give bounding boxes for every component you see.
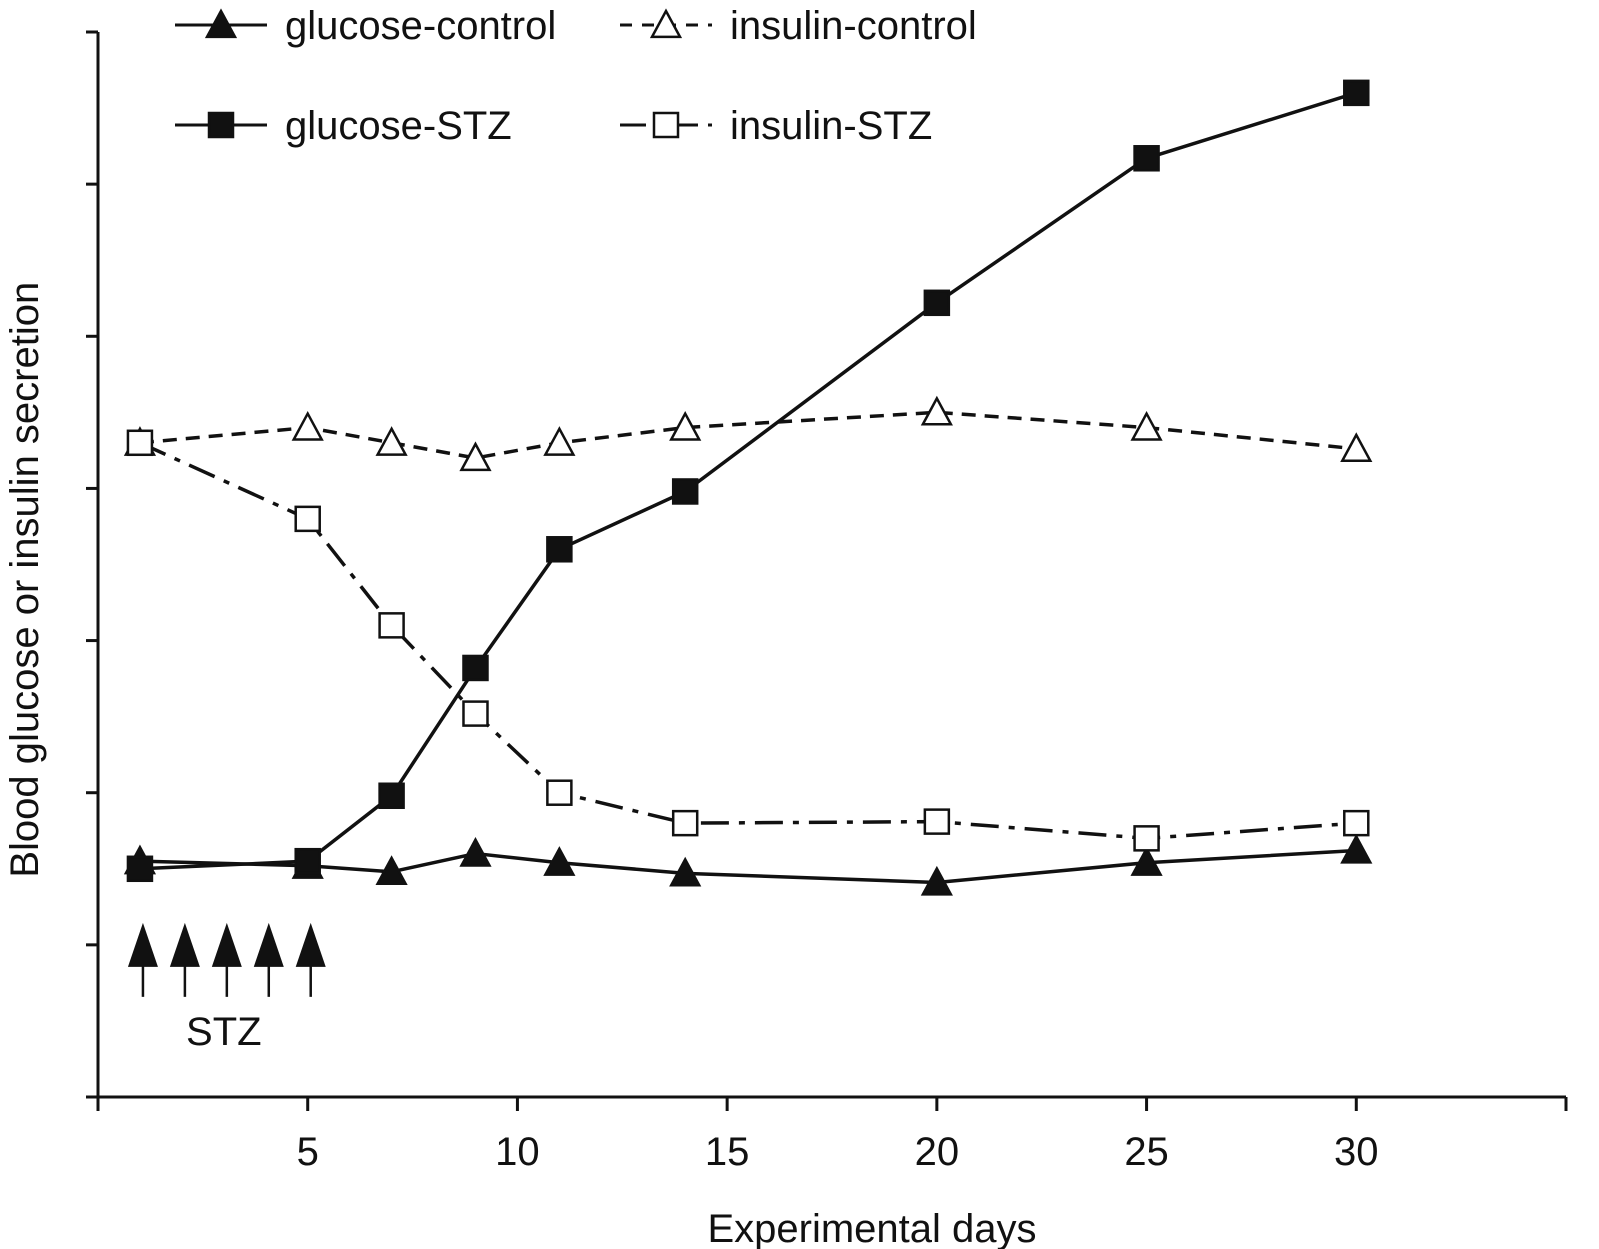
data-point-insulin-stz (294, 505, 321, 533)
data-point-glucose-control (459, 836, 492, 867)
data-point-insulin-control (459, 441, 492, 472)
data-point-glucose-stz (378, 782, 405, 810)
data-point-glucose-control (375, 855, 408, 885)
data-point-glucose-control (920, 865, 953, 896)
data-point-glucose-stz (671, 478, 699, 505)
data-point-insulin-control (1340, 432, 1373, 463)
stz-arrow-head (295, 922, 326, 967)
x-tick-label: 25 (1124, 1130, 1169, 1174)
data-point-glucose-control (669, 856, 702, 887)
data-point-glucose-control (1130, 846, 1163, 876)
legend: glucose-control insulin-control glucose-ST… (175, 4, 977, 148)
data-point-insulin-control (543, 426, 576, 456)
data-point-glucose-stz (126, 855, 154, 883)
axes: 5 10 15 20 25 30 (86, 30, 1568, 1174)
data-point-insulin-stz (126, 429, 154, 457)
series-line-insulin-stz (139, 441, 1357, 841)
data-point-glucose-stz (1343, 79, 1370, 107)
data-point-insulin-control (291, 410, 324, 441)
x-tick-label: 5 (297, 1130, 319, 1174)
legend-marker-glucose-control (204, 8, 238, 39)
data-point-insulin-stz (462, 700, 489, 727)
y-axis-label: Blood glucose or insulin secretion (3, 282, 47, 878)
x-tick-label: 15 (705, 1130, 750, 1174)
data-point-glucose-stz (462, 654, 489, 682)
data-point-insulin-stz (671, 809, 699, 837)
stz-arrow-head (211, 922, 242, 967)
data-point-insulin-stz (378, 612, 405, 639)
legend-label-insulin-control: insulin-control (730, 4, 977, 48)
legend-label-glucose-stz: glucose-STZ (285, 104, 512, 148)
stz-arrow-head (127, 922, 158, 967)
data-point-insulin-control (1130, 410, 1163, 441)
legend-marker-insulin-stz (652, 111, 680, 139)
data-point-glucose-stz (923, 289, 951, 317)
legend-marker-glucose-stz (207, 111, 235, 139)
series-line-glucose-stz (139, 91, 1357, 871)
x-tick-label: 30 (1334, 1130, 1379, 1174)
x-tick-label: 20 (915, 1130, 960, 1174)
data-point-insulin-control (920, 395, 953, 426)
data-point-glucose-stz (1133, 145, 1160, 172)
stz-label: STZ (186, 1010, 262, 1054)
stz-arrow-head (169, 922, 200, 967)
data-point-glucose-control (543, 846, 576, 876)
x-axis-label: Experimental days (707, 1207, 1036, 1249)
series-line-insulin-control (139, 410, 1357, 460)
data-point-insulin-control (375, 426, 408, 456)
data-point-insulin-stz (1343, 809, 1370, 837)
legend-label-insulin-stz: insulin-STZ (730, 104, 932, 148)
series-lines (139, 91, 1357, 885)
stz-annotations: STZ (127, 922, 326, 1054)
legend-marker-insulin-control (649, 8, 683, 39)
x-tick-label: 10 (495, 1130, 540, 1174)
series-markers (123, 79, 1373, 896)
data-point-glucose-stz (294, 847, 321, 875)
legend-label-glucose-control: glucose-control (285, 4, 556, 48)
data-point-glucose-control (1340, 833, 1373, 864)
data-point-glucose-stz (546, 536, 573, 563)
data-point-insulin-stz (1133, 825, 1160, 852)
data-point-insulin-control (669, 410, 702, 441)
data-point-insulin-stz (923, 808, 951, 835)
stz-arrow-head (253, 922, 284, 967)
data-point-insulin-stz (546, 779, 573, 806)
